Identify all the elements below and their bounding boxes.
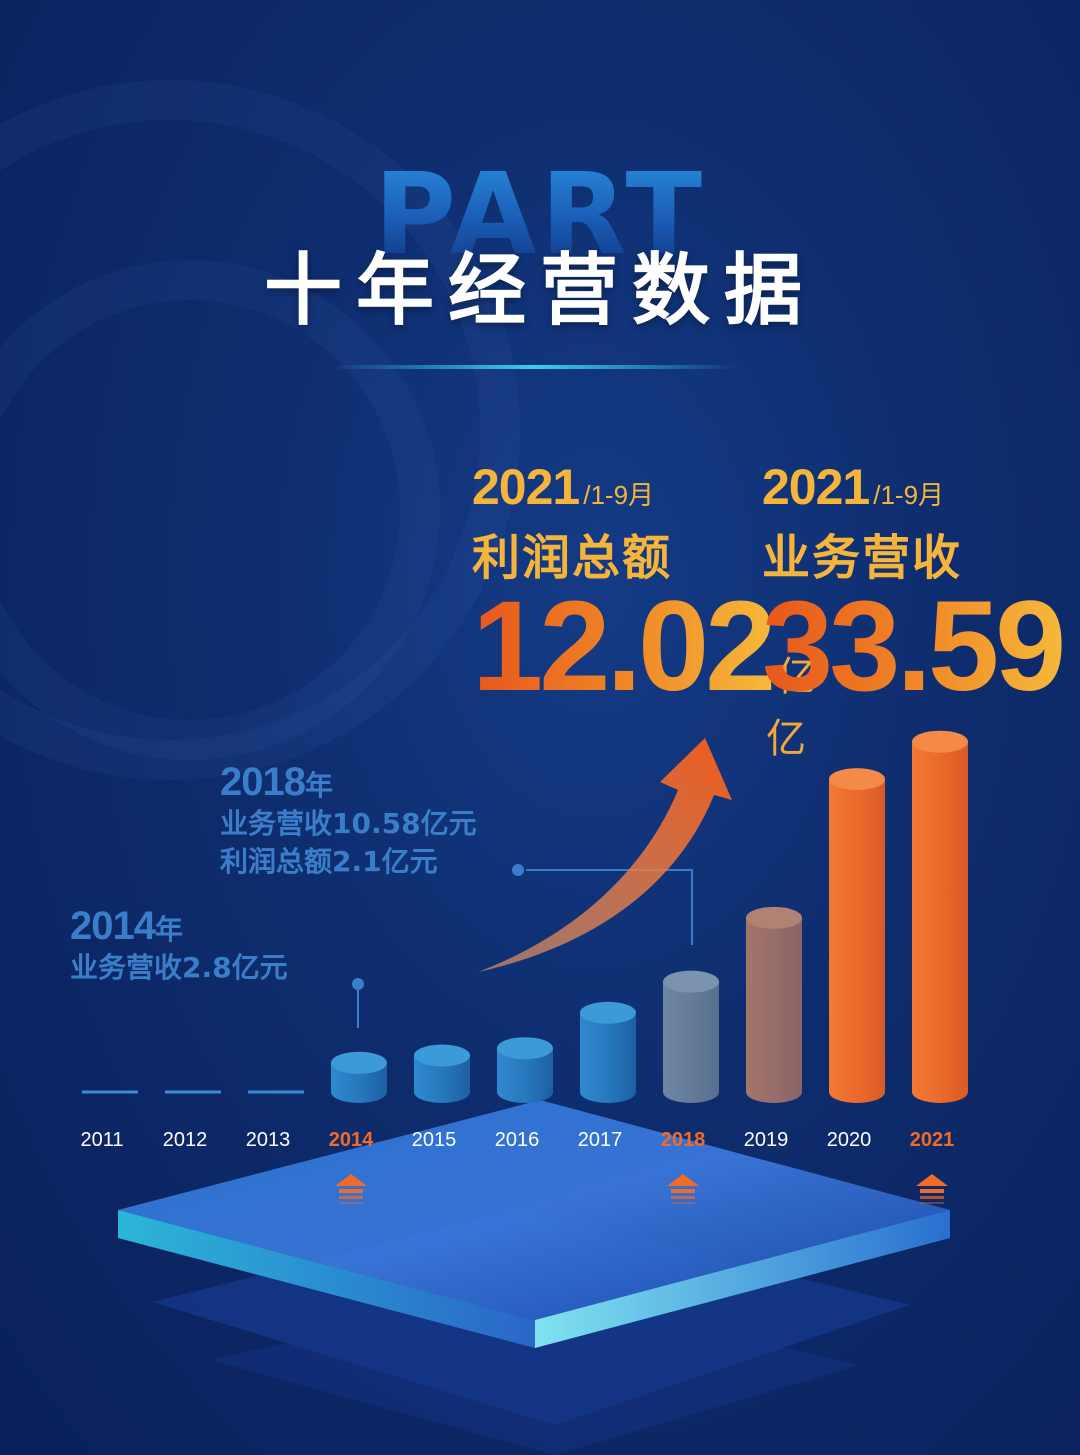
bar-2016-cap [497, 1037, 553, 1060]
bar-2014-body [331, 1062, 387, 1103]
leader-dot-2018 [512, 864, 524, 876]
bar-series [82, 730, 968, 1103]
title-underline [330, 365, 740, 369]
bar-2021 [912, 730, 968, 1103]
kpi-revenue-label: 业务营收 [762, 530, 963, 586]
bar-2020-body [829, 779, 885, 1103]
page-title: 十年经营数据 [263, 246, 816, 336]
bar-2020 [829, 768, 885, 1103]
platform-top [118, 1100, 950, 1320]
annotation-2018-revenue: 业务营收10.58亿元 [220, 807, 477, 840]
kpi-profit-value: 12.02 [472, 575, 776, 718]
annotation-2018-year: 2018 [220, 760, 306, 804]
bar-2016 [497, 1037, 553, 1103]
platform-edge-left [118, 1210, 535, 1348]
bar-2015 [414, 1044, 470, 1103]
x-label-2013: 2013 [246, 1129, 291, 1151]
up-marker-stripe [671, 1202, 695, 1204]
bar-2019-body [746, 917, 802, 1103]
kpi-revenue-unit: 亿 [766, 716, 806, 762]
x-label-2017: 2017 [578, 1129, 623, 1151]
bar-2015-body [414, 1055, 470, 1103]
kpi-profit-year: 2021 [472, 459, 580, 515]
growth-arrow [478, 738, 732, 972]
bar-2019-cap [746, 906, 802, 929]
up-marker-stripe [920, 1189, 944, 1193]
bar-2021-cap [912, 730, 968, 753]
up-marker-2018 [667, 1174, 699, 1204]
bar-2015-cap [414, 1044, 470, 1067]
x-label-2020: 2020 [827, 1129, 872, 1151]
kpi-profit: 2021/1-9月 利润总额 12.02亿 [472, 458, 816, 718]
bar-2019 [746, 906, 802, 1103]
bar-2014-cap [331, 1051, 387, 1074]
x-label-2019: 2019 [744, 1129, 789, 1151]
up-marker-stripe [339, 1189, 363, 1193]
kpi-revenue: 2021/1-9月 业务营收 33.59亿 [762, 458, 1080, 764]
up-marker-stripe [339, 1202, 363, 1204]
kpi-revenue-year: 2021 [762, 459, 870, 515]
annotation-2014-year: 2014 [70, 904, 156, 948]
x-label-2014: 2014 [329, 1129, 374, 1151]
bar-2014 [331, 1051, 387, 1103]
platform-edge-right [535, 1210, 950, 1348]
up-marker-2014 [335, 1174, 367, 1204]
part-watermark: PART [0, 150, 1080, 280]
bar-2017-body [580, 1012, 636, 1103]
x-label-2016: 2016 [495, 1129, 540, 1151]
up-marker-stripe [671, 1196, 695, 1199]
annotation-2014: 2014年 业务营收2.8亿元 [70, 904, 288, 987]
platform-shadow-layer [210, 1290, 860, 1455]
x-label-2015: 2015 [412, 1129, 457, 1151]
up-marker-stripe [920, 1196, 944, 1199]
kpi-revenue-period: /1-9月 [873, 480, 945, 510]
kpi-revenue-value: 33.59 [762, 575, 1066, 718]
kpi-profit-unit: 亿 [776, 654, 816, 700]
bar-2020-cap [829, 768, 885, 791]
x-axis-labels: 2011 2012 2013 2014 2015 2016 2017 2018 2019 2020… [80, 1129, 954, 1151]
x-label-2021: 2021 [910, 1129, 955, 1151]
annotation-2014-year-suffix: 年 [154, 913, 183, 946]
bar-2018-body [663, 981, 719, 1103]
annotation-2018-profit: 利润总额2.1亿元 [220, 845, 438, 878]
x-label-2011: 2011 [80, 1129, 123, 1151]
annotation-leaders [352, 864, 693, 1028]
bar-2016-body [497, 1048, 553, 1103]
bar-2018 [663, 970, 719, 1103]
leader-line-2018 [526, 869, 693, 945]
x-label-2018: 2018 [661, 1129, 706, 1151]
bar-2021-body [912, 741, 968, 1103]
up-marker-arrowhead [335, 1174, 367, 1186]
up-marker-2021 [916, 1174, 948, 1204]
bar-2017-cap [580, 1001, 636, 1024]
bar-2017 [580, 1001, 636, 1103]
x-label-2012: 2012 [163, 1129, 208, 1151]
annotation-2018-year-suffix: 年 [304, 769, 333, 802]
up-marker-stripe [920, 1202, 944, 1204]
annotation-2018: 2018年 业务营收10.58亿元 利润总额2.1亿元 [220, 760, 477, 881]
kpi-profit-period: /1-9月 [583, 480, 655, 510]
leader-dot-2014 [352, 978, 364, 990]
up-marker-arrowhead [916, 1174, 948, 1186]
bar-2018-cap [663, 970, 719, 993]
up-marker-stripe [671, 1189, 695, 1193]
up-marker-stripe [339, 1196, 363, 1199]
base-platform [118, 1100, 950, 1455]
annotation-2014-revenue: 业务营收2.8亿元 [70, 951, 288, 984]
highlight-markers [335, 1174, 948, 1204]
up-marker-arrowhead [667, 1174, 699, 1186]
kpi-profit-label: 利润总额 [472, 530, 673, 586]
